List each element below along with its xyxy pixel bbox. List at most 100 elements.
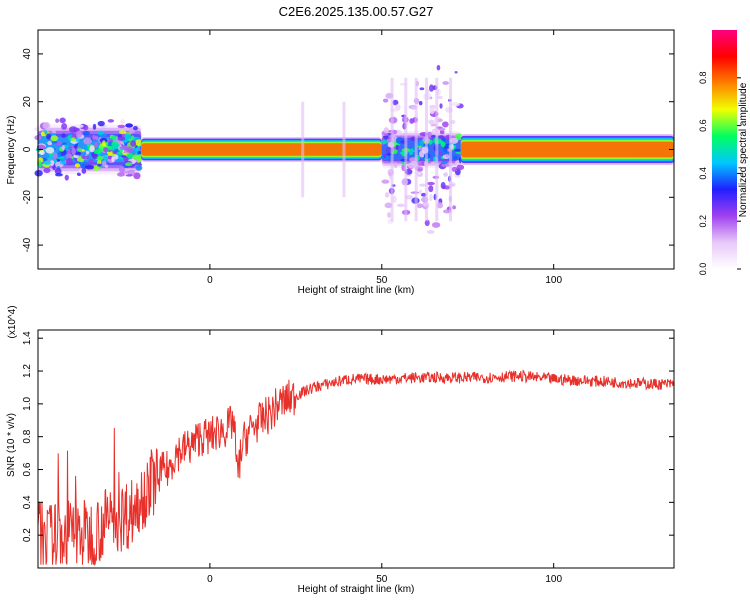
spectrogram-noise-blob xyxy=(383,127,389,134)
spectrogram-noise-blob xyxy=(48,156,53,161)
snr-y-ticks: 0.2 0.4 0.6 0.8 1.0 1.2 1.4 xyxy=(22,331,674,542)
spectrogram-noise-blob xyxy=(71,137,76,142)
spectrogram-noise-blob xyxy=(380,140,389,144)
spectrogram-noise-blob xyxy=(65,153,73,160)
spectrogram-noise-blob xyxy=(85,164,94,170)
spectrogram-noise-blob xyxy=(55,173,63,177)
spectrogram-noise-blob xyxy=(133,172,141,180)
snr-plot-area xyxy=(38,330,674,568)
spectrogram-noise-blob xyxy=(117,124,126,129)
spectrogram-noise-blob xyxy=(395,103,401,111)
spectrogram-noise-blob xyxy=(88,159,94,164)
spectrogram-noise-blob xyxy=(97,120,105,127)
spectrogram-noise-blob xyxy=(392,195,397,203)
spectrogram-noise-blob xyxy=(427,119,436,125)
spectrogram-noise-blob xyxy=(74,163,81,168)
spectrogram-streak xyxy=(301,101,305,198)
colorbar-tick-label: 0.6 xyxy=(698,119,708,132)
spectrogram-noise-blob xyxy=(416,168,423,172)
snr-panel: 0 50 100 0.2 0.4 0.6 0.8 1.0 1.2 1.4 (x10^4) Hei… xyxy=(6,305,675,595)
spectrogram-noise-blob xyxy=(407,162,416,169)
spectrogram-noise-blob xyxy=(429,106,435,115)
spectrogram-noise-blob xyxy=(108,146,113,150)
spectrogram-noise-blob xyxy=(125,174,133,177)
spectrogram-noise-blob xyxy=(381,179,390,184)
spectrogram-noise-blob xyxy=(130,135,135,141)
spectrogram-noise-blob xyxy=(424,219,430,227)
spectrogram-noise-blob xyxy=(92,123,97,130)
spectrogram-noise-blob xyxy=(123,156,129,162)
spectrogram-marks xyxy=(34,64,674,234)
spectrogram-noise-blob xyxy=(438,127,446,132)
spectrogram-noise-blob xyxy=(49,160,55,166)
spectrogram-noise-blob xyxy=(417,163,423,166)
spectrogram-noise-blob xyxy=(61,122,68,130)
spectrogram-noise-blob xyxy=(39,150,45,155)
spectrogram-noise-blob xyxy=(76,130,83,138)
spectrogram-noise-blob xyxy=(82,124,89,131)
spectrogram-noise-blob xyxy=(46,133,52,140)
spectrogram-noise-blob xyxy=(451,166,458,172)
spectrogram-noise-blob xyxy=(94,135,99,140)
spectrogram-noise-blob xyxy=(81,167,87,174)
snr-x-tick-label: 0 xyxy=(207,574,213,585)
snr-y-tick-label: 1.2 xyxy=(22,364,33,378)
colorbar-gradient xyxy=(712,30,737,269)
colorbar-ticks: 0.0 0.2 0.4 0.6 0.8 xyxy=(698,72,741,275)
spectrogram-noise-blob xyxy=(93,165,100,172)
spectrogram-noise-blob xyxy=(73,145,78,150)
spectrogram-noise-blob xyxy=(99,137,108,143)
spectrogram-noise-blob xyxy=(418,101,423,106)
spectrogram-noise-blob xyxy=(130,140,137,147)
spectrogram-noise-blob xyxy=(411,106,416,110)
spectrogram-noise-blob xyxy=(52,164,56,171)
spectrogram-y-tick-label: -20 xyxy=(22,190,33,205)
snr-frame xyxy=(37,329,675,569)
spectrogram-noise-blob xyxy=(437,95,443,100)
spectrogram-segment xyxy=(460,133,674,166)
colorbar-tick-label: 0.4 xyxy=(698,167,708,180)
spectrogram-noise-blob xyxy=(123,171,130,174)
spectrogram-noise-blob xyxy=(126,146,134,153)
spectrogram-x-ticks: 0 50 100 xyxy=(207,30,562,286)
spectrogram-band xyxy=(460,141,674,158)
snr-y-tick-label: 0.6 xyxy=(22,462,33,476)
snr-x-ticks: 0 50 100 xyxy=(207,330,562,585)
spectrogram-x-tick-label: 100 xyxy=(545,275,562,286)
spectrogram-noise-blob xyxy=(103,147,109,153)
spectrogram-y-tick-label: -40 xyxy=(22,237,33,252)
spectrogram-noise-blob xyxy=(74,161,82,165)
spectrogram-noise-blob xyxy=(66,158,73,166)
spectrogram-noise-blob xyxy=(437,118,443,123)
spectrogram-noise-blob xyxy=(426,229,435,234)
spectrogram-noise-blob xyxy=(418,183,427,187)
spectrogram-noise-blob xyxy=(117,172,125,177)
spectrogram-noise-blob xyxy=(445,154,450,158)
spectrogram-noise-blob xyxy=(441,160,448,165)
spectrogram-noise-blob xyxy=(43,160,52,165)
spectrogram-noise-blob xyxy=(57,150,62,158)
spectrogram-noise-blob xyxy=(442,81,449,85)
spectrogram-noise-blob xyxy=(104,164,109,168)
snr-y-axis-label: SNR (10 * v/v) xyxy=(6,413,17,477)
spectrogram-noise-blob xyxy=(431,161,436,165)
spectrogram-noise-blob xyxy=(83,137,92,145)
spectrogram-noise-blob xyxy=(120,119,125,125)
spectrogram-noise-blob xyxy=(119,145,128,150)
spectrogram-y-axis-label: Frequency (Hz) xyxy=(6,116,17,185)
spectrogram-noise-blob xyxy=(38,160,42,168)
spectrogram-noise-blob xyxy=(443,172,448,177)
spectrogram-noise-blob xyxy=(441,163,450,167)
snr-y-tick-label: 1.0 xyxy=(22,396,33,410)
colorbar-label: Normalized spectral amplitude xyxy=(738,82,749,217)
spectrogram-noise-blob xyxy=(89,145,95,153)
spectrogram-noise-blob xyxy=(442,121,449,128)
colorbar-tick-label: 0.2 xyxy=(698,215,708,228)
spectrogram-noise-blob xyxy=(426,181,435,186)
spectrogram-noise-blob xyxy=(50,135,59,142)
spectrogram-noise-blob xyxy=(103,154,108,161)
spectrogram-noise-blob xyxy=(382,98,389,103)
spectrogram-streak xyxy=(390,77,394,222)
spectrogram-noise-blob xyxy=(452,205,456,210)
spectrogram-noise-blob xyxy=(55,118,60,123)
